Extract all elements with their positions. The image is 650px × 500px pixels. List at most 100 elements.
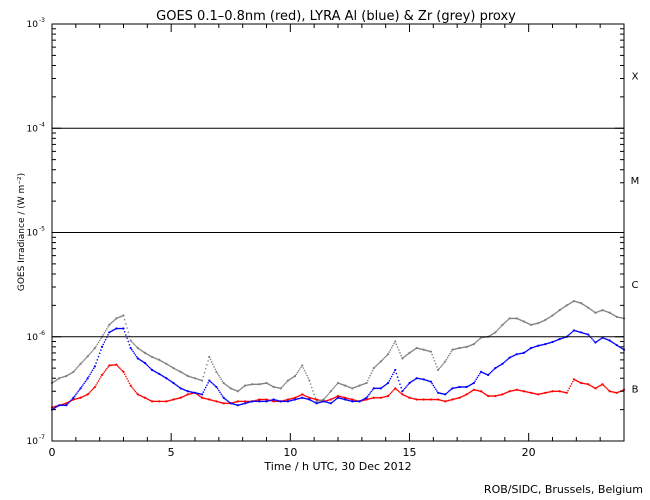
data-point <box>100 337 102 340</box>
data-point <box>77 390 80 393</box>
data-point <box>388 393 391 396</box>
data-point <box>495 366 498 369</box>
data-point <box>502 361 505 364</box>
data-point <box>617 316 619 318</box>
data-point <box>583 304 586 307</box>
data-point <box>89 352 91 355</box>
data-point <box>496 329 499 331</box>
data-point <box>275 386 277 389</box>
data-point <box>103 341 106 343</box>
data-point <box>221 380 224 382</box>
data-point <box>97 341 100 344</box>
data-point <box>374 366 376 368</box>
data-point <box>54 379 57 382</box>
data-point <box>93 365 96 368</box>
data-point <box>95 345 97 347</box>
data-point <box>504 392 506 395</box>
data-point <box>386 354 388 357</box>
data-point <box>361 399 363 401</box>
data-point <box>70 372 72 375</box>
data-point <box>196 393 199 396</box>
data-point <box>97 380 100 382</box>
x-axis-ticks: 0 5 10 15 20 <box>49 24 625 459</box>
data-point <box>495 394 498 397</box>
data-point <box>433 360 436 362</box>
data-point <box>374 387 376 390</box>
flare-class-labels: X M C B <box>631 72 640 396</box>
data-point <box>189 393 192 395</box>
data-point <box>606 388 609 390</box>
data-point <box>392 390 394 392</box>
data-point <box>461 395 463 398</box>
data-point <box>502 322 505 325</box>
data-point <box>525 350 528 353</box>
data-point <box>332 387 335 390</box>
data-point <box>122 314 125 317</box>
data-point <box>555 390 557 393</box>
data-point <box>115 363 118 366</box>
data-point <box>93 385 96 389</box>
data-point <box>275 400 277 403</box>
data-point <box>526 322 529 324</box>
data-point <box>213 366 215 368</box>
data-point <box>314 397 317 399</box>
data-point <box>300 366 302 369</box>
data-point <box>569 332 572 335</box>
data-point <box>376 363 379 366</box>
data-point <box>511 355 513 358</box>
y-tick-label: 10 <box>27 333 39 343</box>
data-point <box>463 394 466 397</box>
data-point <box>444 360 447 363</box>
data-point <box>513 389 516 392</box>
data-point <box>532 392 535 395</box>
data-point <box>143 361 147 365</box>
data-point <box>98 352 101 355</box>
data-point <box>446 391 449 394</box>
data-point <box>389 377 392 380</box>
data-point <box>123 373 126 375</box>
data-point <box>555 312 557 314</box>
data-point <box>227 400 230 403</box>
data-point <box>163 375 165 378</box>
data-point <box>220 393 223 395</box>
data-point <box>524 390 526 393</box>
data-point <box>239 400 242 403</box>
data-point <box>256 383 258 386</box>
data-point <box>563 391 566 394</box>
data-point <box>459 347 462 349</box>
data-point <box>182 372 184 375</box>
data-point <box>133 389 136 391</box>
data-point <box>76 392 78 394</box>
data-point <box>302 367 305 369</box>
data-point <box>85 356 88 359</box>
data-point <box>417 377 419 380</box>
data-point <box>593 340 596 343</box>
data-point <box>556 390 559 393</box>
data-point <box>91 369 94 372</box>
data-point <box>477 374 480 377</box>
data-point <box>535 322 537 325</box>
data-point <box>90 351 93 353</box>
data-point <box>369 392 371 394</box>
data-point <box>90 389 93 392</box>
data-point <box>176 384 178 387</box>
data-point <box>401 390 404 393</box>
data-point <box>146 364 149 367</box>
data-point <box>109 364 112 367</box>
data-point <box>169 365 171 367</box>
data-point <box>462 386 464 388</box>
data-point <box>294 374 297 378</box>
data-point <box>489 371 492 374</box>
data-point <box>556 311 559 313</box>
data-point <box>246 384 249 386</box>
data-point <box>436 390 438 392</box>
data-point <box>216 372 219 375</box>
data-point <box>202 375 205 378</box>
data-point <box>203 388 206 391</box>
data-point <box>476 389 479 392</box>
data-point <box>109 330 112 333</box>
data-point <box>215 370 218 374</box>
data-point <box>375 387 377 390</box>
data-point <box>84 380 87 383</box>
data-point <box>399 351 401 354</box>
